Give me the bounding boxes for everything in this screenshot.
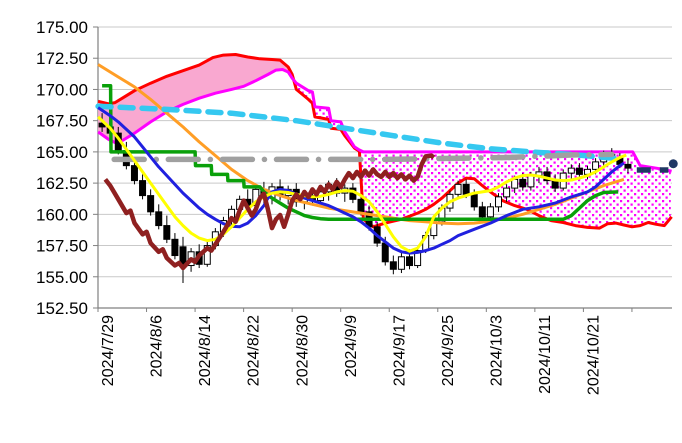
- candle-46: [470, 193, 478, 208]
- candle-4: [130, 165, 138, 182]
- x-tick-label: 2024/9/17: [391, 315, 408, 386]
- candle-45: [462, 183, 470, 195]
- y-tick-label: 165.00: [36, 143, 88, 162]
- y-tick-label: 152.50: [36, 299, 88, 318]
- candle-65: [624, 163, 632, 169]
- y-tick-label: 172.50: [36, 49, 88, 68]
- candle-50: [503, 187, 511, 198]
- x-tick-label: 2024/8/30: [294, 315, 311, 386]
- candle-61: [592, 161, 600, 170]
- cloud-boundary-lines: [97, 53, 673, 230]
- candle-37: [397, 256, 405, 270]
- x-tick-label: 2024/10/11: [537, 315, 554, 394]
- x-tick-label: 2024/10/21: [586, 315, 603, 395]
- candle-52: [519, 178, 527, 188]
- y-tick-label: 160.00: [36, 205, 88, 224]
- candle-13: [203, 245, 211, 265]
- series-ma_long_orange: [97, 63, 625, 226]
- candle-8: [163, 225, 171, 240]
- candle-53: [527, 175, 535, 188]
- series-kijun_green: [102, 83, 619, 222]
- x-axis-labels: 2024/7/29 2024/8/6 2024/8/14 2024/8/22 2024/…: [100, 315, 602, 395]
- x-tick-label: 2024/10/3: [488, 315, 505, 386]
- series-chikou_darkred: [103, 153, 436, 271]
- candle-48: [486, 206, 494, 218]
- candle-7: [155, 211, 163, 227]
- candle-56: [551, 180, 559, 189]
- series-ma_mid_blue: [97, 106, 625, 255]
- x-tick-label: 2024/8/14: [197, 315, 214, 386]
- candle-49: [495, 196, 503, 208]
- series-level_gray_dashdot: [111, 151, 615, 163]
- marker-navy_end_dot: [668, 159, 678, 169]
- overlay-lines: [95, 63, 669, 271]
- y-tick-label: 167.50: [36, 112, 88, 131]
- x-tick-label: 2024/7/29: [100, 315, 117, 386]
- x-tick-label: 2024/8/6: [149, 315, 166, 377]
- series-ma_short_yellow: [97, 115, 627, 253]
- y-tick-label: 157.50: [36, 237, 88, 256]
- candle-39: [414, 250, 422, 267]
- candle-35: [381, 242, 389, 263]
- candle-59: [575, 167, 583, 175]
- candle-38: [406, 256, 414, 267]
- candle-9: [171, 238, 179, 257]
- y-tick-label: 155.00: [36, 268, 88, 287]
- candle-44: [454, 183, 462, 195]
- candle-47: [478, 206, 486, 218]
- y-tick-label: 175.00: [36, 18, 88, 37]
- x-tick-label: 2024/9/9: [343, 315, 360, 377]
- y-tick-label: 170.00: [36, 80, 88, 99]
- candle-36: [389, 261, 397, 270]
- y-axis-labels: 175.00 172.50 170.00 167.50 165.00 162.50 160.…: [36, 18, 88, 318]
- candle-6: [147, 195, 155, 213]
- candle-32: [357, 198, 365, 213]
- x-tick-label: 2024/8/22: [246, 315, 263, 386]
- y-tick-label: 162.50: [36, 174, 88, 193]
- candle-58: [567, 167, 575, 174]
- markers: [668, 159, 678, 169]
- x-tick-label: 2024/9/25: [440, 315, 457, 386]
- candle-5: [139, 180, 147, 197]
